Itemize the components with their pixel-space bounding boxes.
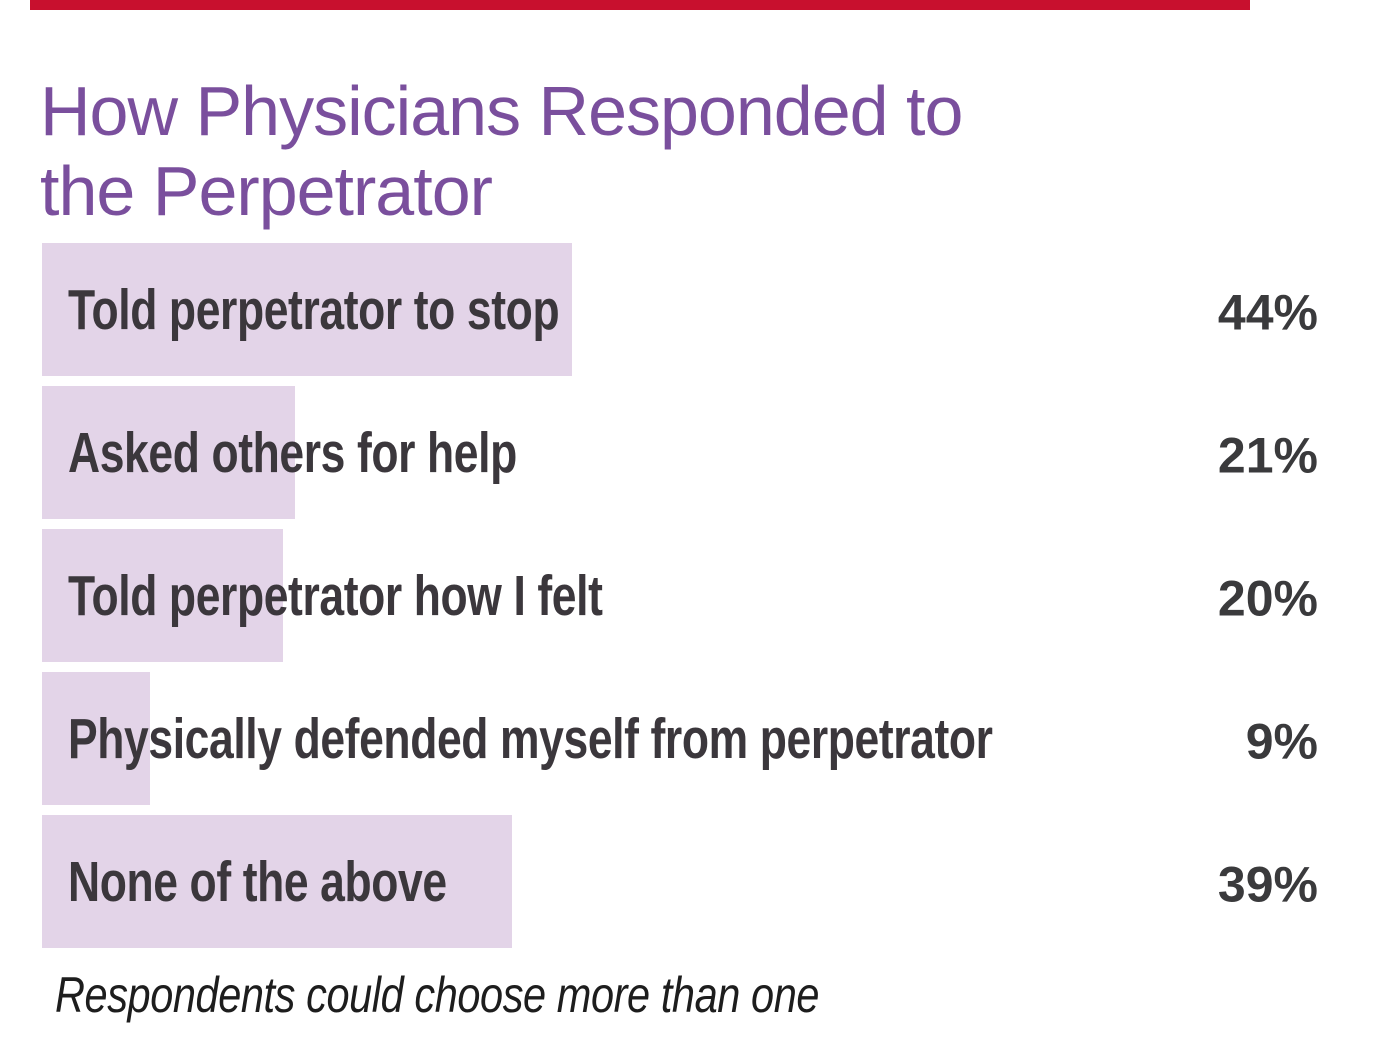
bar-category-label: Told perpetrator to stop [68, 277, 560, 342]
bar-row: Physically defended myself from perpetra… [42, 672, 1318, 805]
bar-value-label: 39% [1217, 855, 1318, 912]
bar-fill [42, 243, 572, 376]
chart-footnote: Respondents could choose more than one [55, 967, 820, 1023]
chart-title: How Physicians Responded to the Perpetra… [40, 71, 963, 230]
bar-fill [42, 672, 150, 805]
bar-fill [42, 386, 295, 519]
bar-row: Asked others for help 21% [42, 386, 1318, 519]
bar-category-label: Physically defended myself from perpetra… [68, 706, 993, 771]
bar-fill [42, 529, 283, 662]
bar-category-label: Asked others for help [68, 420, 517, 485]
bar-value-label: 9% [1245, 712, 1318, 769]
bar-category-label: Told perpetrator how I felt [68, 563, 603, 628]
bar-value-label: 44% [1217, 283, 1318, 340]
bar-row: None of the above 39% [42, 815, 1318, 948]
top-accent-bar [30, 0, 1250, 10]
bar-row: Told perpetrator how I felt 20% [42, 529, 1318, 662]
bar-fill [42, 815, 512, 948]
bar-value-label: 20% [1217, 569, 1318, 626]
bar-row: Told perpetrator to stop 44% [42, 243, 1318, 376]
bar-category-label: None of the above [68, 849, 447, 914]
bar-chart: Told perpetrator to stop 44% Asked other… [42, 243, 1318, 958]
bar-value-label: 21% [1217, 426, 1318, 483]
